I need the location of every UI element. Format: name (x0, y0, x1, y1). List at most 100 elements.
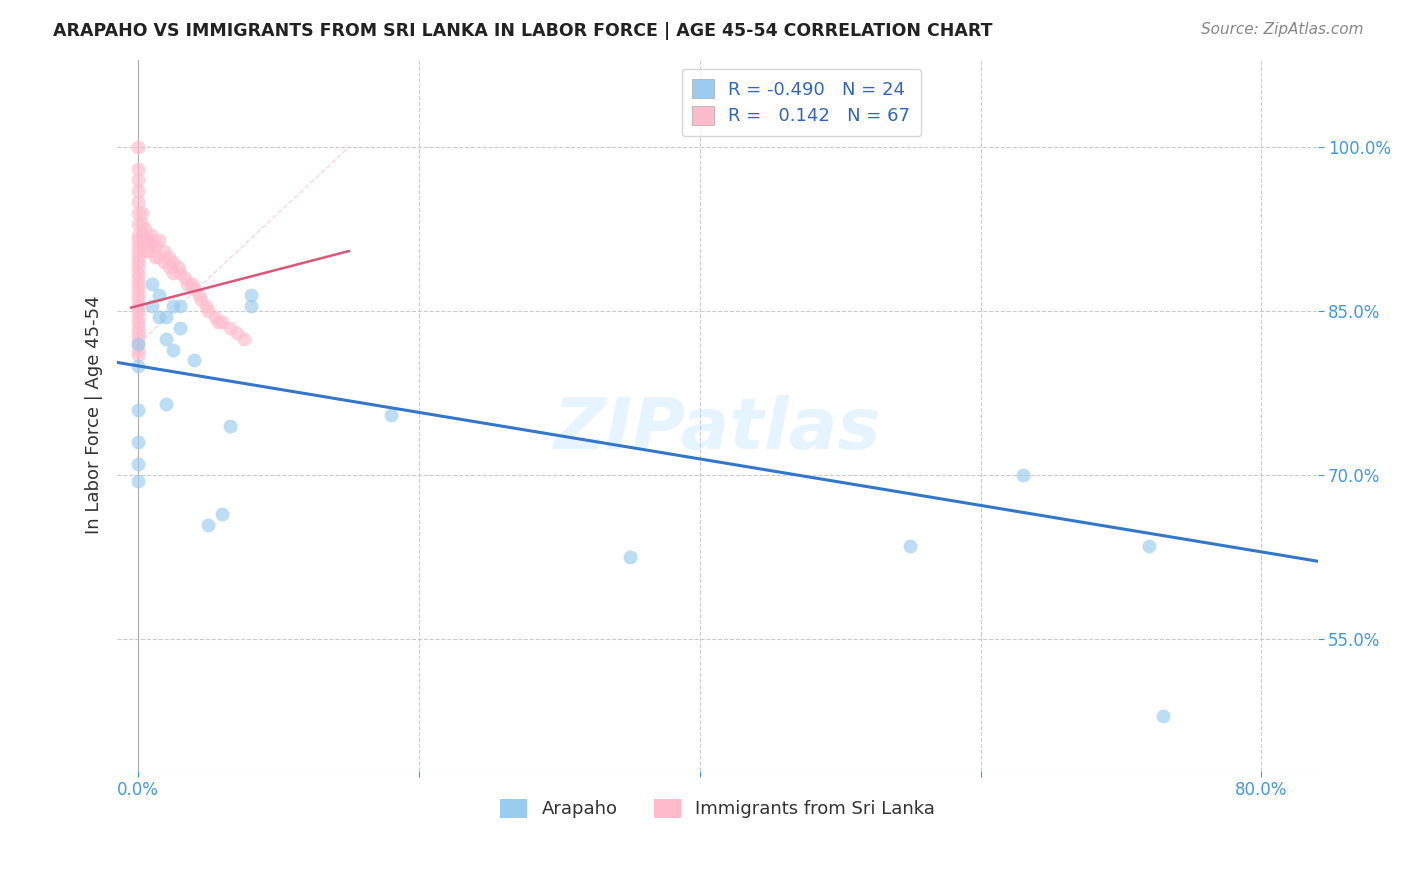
Point (127, 227, 149, 242)
Point (141, 277, 163, 291)
Point (197, 304, 219, 318)
Point (1152, 709, 1174, 723)
Point (127, 217, 149, 231)
Point (232, 332, 254, 346)
Point (211, 315, 233, 329)
Point (127, 343, 149, 357)
Point (127, 458, 149, 472)
Point (207, 315, 229, 329)
Point (157, 260, 180, 275)
Point (1011, 468, 1033, 483)
Point (148, 310, 170, 324)
Point (162, 299, 184, 313)
Point (134, 233, 156, 247)
Point (162, 255, 184, 269)
Point (148, 233, 170, 247)
Point (157, 250, 180, 264)
Point (900, 540, 922, 554)
Legend: Arapaho, Immigrants from Sri Lanka: Arapaho, Immigrants from Sri Lanka (492, 792, 942, 826)
Point (148, 250, 170, 264)
Point (134, 244, 156, 258)
Point (127, 337, 149, 351)
Point (127, 206, 149, 220)
Point (169, 266, 191, 280)
Point (127, 173, 149, 187)
Point (380, 408, 402, 422)
Point (127, 282, 149, 296)
Text: Source: ZipAtlas.com: Source: ZipAtlas.com (1201, 22, 1364, 37)
Point (169, 299, 191, 313)
Point (155, 397, 177, 411)
Point (127, 326, 149, 340)
Point (187, 288, 209, 302)
Point (619, 550, 641, 565)
Point (152, 255, 174, 269)
Point (127, 288, 149, 302)
Point (127, 238, 149, 252)
Point (162, 266, 184, 280)
Point (1137, 540, 1160, 554)
Point (155, 310, 177, 324)
Point (127, 250, 149, 264)
Point (127, 435, 149, 450)
Point (211, 507, 233, 521)
Point (127, 194, 149, 209)
Point (152, 244, 174, 258)
Text: ARAPAHO VS IMMIGRANTS FROM SRI LANKA IN LABOR FORCE | AGE 45-54 CORRELATION CHAR: ARAPAHO VS IMMIGRANTS FROM SRI LANKA IN … (53, 22, 993, 40)
Point (127, 255, 149, 269)
Point (127, 233, 149, 247)
Point (190, 293, 212, 308)
Point (162, 343, 184, 357)
Point (155, 332, 177, 346)
Point (127, 332, 149, 346)
Point (180, 277, 202, 291)
Point (148, 288, 170, 302)
Y-axis label: In Labor Force | Age 45-54: In Labor Force | Age 45-54 (86, 296, 103, 534)
Point (204, 310, 226, 324)
Point (218, 419, 240, 434)
Point (127, 348, 149, 362)
Point (225, 326, 247, 340)
Point (218, 320, 240, 334)
Point (183, 353, 205, 368)
Point (127, 337, 149, 351)
Point (136, 233, 159, 247)
Point (127, 320, 149, 334)
Point (143, 250, 166, 264)
Point (127, 161, 149, 176)
Point (134, 222, 156, 236)
Point (127, 402, 149, 417)
Point (127, 359, 149, 373)
Point (127, 140, 149, 154)
Point (131, 206, 153, 220)
Point (127, 299, 149, 313)
Point (166, 260, 188, 275)
Point (136, 244, 159, 258)
Text: ZIPatlas: ZIPatlas (554, 395, 882, 464)
Point (127, 277, 149, 291)
Point (127, 271, 149, 285)
Point (173, 271, 195, 285)
Point (141, 299, 163, 313)
Point (239, 288, 262, 302)
Point (127, 315, 149, 329)
Point (143, 238, 166, 252)
Point (194, 299, 217, 313)
Point (127, 266, 149, 280)
Point (139, 227, 162, 242)
Point (176, 277, 198, 291)
Point (127, 310, 149, 324)
Point (131, 217, 153, 231)
Point (127, 304, 149, 318)
Point (127, 244, 149, 258)
Point (127, 184, 149, 198)
Point (131, 227, 153, 242)
Point (127, 474, 149, 488)
Point (197, 517, 219, 532)
Point (127, 260, 149, 275)
Point (239, 299, 262, 313)
Point (183, 282, 205, 296)
Point (139, 238, 162, 252)
Point (169, 320, 191, 334)
Point (127, 293, 149, 308)
